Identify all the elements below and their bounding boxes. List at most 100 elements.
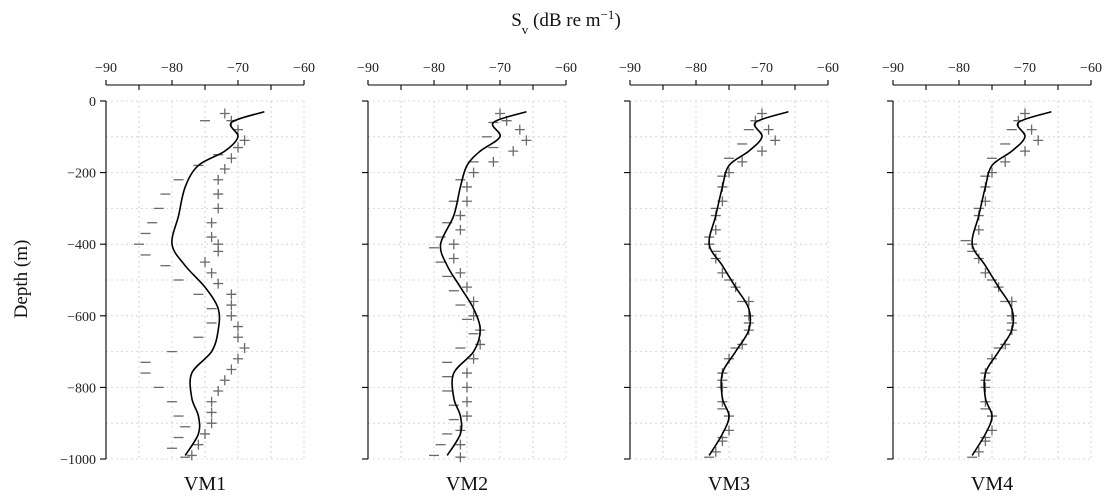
plus-marker (200, 257, 210, 268)
plus-marker (1020, 146, 1030, 157)
x-axis-title: Sv (dB re m−1) (511, 7, 621, 37)
plus-marker (462, 396, 472, 407)
plus-marker (186, 450, 197, 461)
plus-marker (213, 278, 224, 289)
plus-marker (206, 232, 217, 243)
x-tick-label: −80 (161, 61, 183, 76)
plus-marker (193, 439, 204, 450)
plus-marker (1006, 310, 1017, 321)
fit-curve (971, 110, 1052, 456)
plus-marker (219, 164, 230, 175)
plus-marker (521, 135, 532, 146)
plus-marker (973, 224, 984, 235)
y-tick-label: −1000 (60, 453, 96, 468)
plus-marker (757, 108, 767, 119)
plus-marker (462, 382, 472, 393)
fit-curve (171, 110, 265, 456)
plus-marker (763, 124, 774, 135)
plus-marker (973, 446, 984, 457)
plus-marker (226, 364, 237, 375)
plus-marker (455, 267, 466, 278)
plus-marker (488, 156, 499, 167)
plus-marker (724, 425, 734, 436)
x-tick-label: −90 (882, 61, 904, 76)
plus-marker (1000, 156, 1011, 167)
plus-marker (455, 210, 466, 221)
plus-marker (200, 428, 210, 439)
plus-marker (1026, 124, 1037, 135)
x-tick-label: −90 (619, 61, 641, 76)
plus-marker (757, 146, 767, 157)
plus-marker (980, 267, 991, 278)
plus-marker (1033, 135, 1044, 146)
plus-marker (462, 411, 472, 422)
y-axis-title: Depth (m) (11, 240, 32, 319)
plus-marker (710, 446, 721, 457)
plus-marker (213, 246, 224, 257)
panel-label: VM3 (708, 473, 750, 495)
y-tick-label: 0 (89, 95, 96, 110)
fit-curve (708, 110, 789, 456)
plus-marker (468, 353, 479, 364)
plus-marker (987, 425, 997, 436)
plus-marker (239, 343, 250, 354)
plus-marker (233, 353, 243, 364)
plus-marker (980, 382, 991, 393)
x-tick-label: −60 (555, 61, 577, 76)
x-tick-label: −60 (817, 61, 839, 76)
plus-marker (226, 289, 237, 300)
y-tick-label: −600 (67, 310, 96, 325)
x-tick-label: −80 (423, 61, 445, 76)
plus-marker (508, 146, 519, 157)
x-tick-label: −80 (685, 61, 707, 76)
x-tick-label: −70 (489, 61, 511, 76)
plus-marker (226, 300, 237, 311)
plus-marker (213, 385, 224, 396)
x-tick-label: −90 (95, 61, 117, 76)
panel-label: VM2 (446, 473, 488, 495)
plus-marker (455, 439, 466, 450)
panel-label: VM1 (184, 473, 226, 495)
plus-marker (455, 452, 466, 463)
plus-marker (710, 224, 721, 235)
x-tick-label: −80 (948, 61, 970, 76)
plus-marker (233, 142, 243, 153)
plus-marker (206, 418, 217, 429)
x-tick-label: −70 (227, 61, 249, 76)
plus-marker (448, 239, 459, 250)
x-tick-label: −90 (357, 61, 379, 76)
plus-marker (219, 375, 230, 386)
plus-marker (514, 124, 525, 135)
plus-marker (206, 217, 217, 228)
plus-marker (462, 368, 472, 379)
plus-marker (462, 282, 472, 293)
plus-marker (233, 321, 243, 332)
x-tick-label: −60 (293, 61, 315, 76)
panel-label: VM4 (971, 473, 1013, 495)
plus-marker (233, 332, 243, 343)
fit-curve (439, 110, 527, 456)
plus-marker (448, 253, 459, 264)
plus-marker (495, 108, 505, 119)
plus-marker (219, 108, 230, 119)
plus-marker (226, 310, 237, 321)
x-tick-label: −70 (751, 61, 773, 76)
panel-vm4: −90 −80 −70 −60 VM4 (882, 61, 1102, 495)
plus-marker (462, 181, 472, 192)
plus-marker (206, 267, 217, 278)
plus-marker (770, 135, 781, 146)
y-tick-label: −800 (67, 381, 96, 396)
x-tick-label: −70 (1014, 61, 1036, 76)
plus-marker (737, 156, 748, 167)
plus-marker (206, 407, 217, 418)
plus-marker (226, 153, 237, 164)
plus-marker (710, 253, 721, 264)
y-tick-label: −200 (67, 167, 96, 182)
panel-vm3: −90 −80 −70 −60 VM3 (619, 61, 839, 495)
plus-marker (462, 196, 472, 207)
plus-marker (239, 135, 250, 146)
y-tick-label: −400 (67, 238, 96, 253)
plus-marker (973, 253, 984, 264)
